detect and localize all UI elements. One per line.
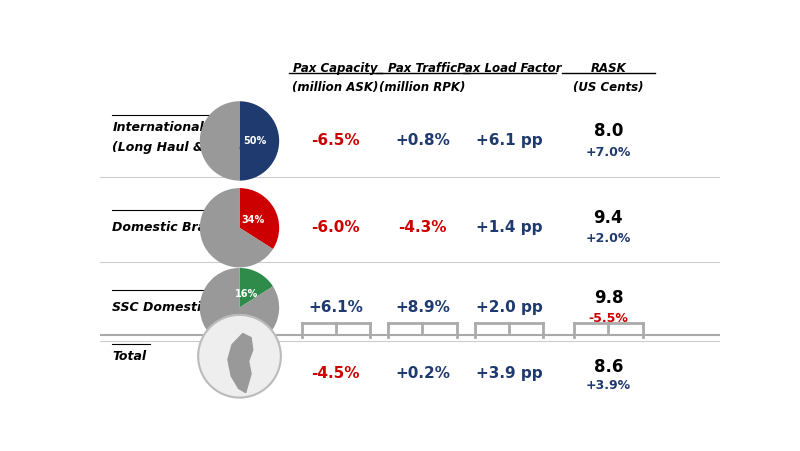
Text: Total: Total [112,350,146,363]
Text: +1.4 pp: +1.4 pp [476,220,542,235]
Text: RASK: RASK [590,62,626,75]
Text: +3.9%: +3.9% [586,379,631,392]
Text: +6.1%: +6.1% [308,300,363,315]
Text: SSC Domestic: SSC Domestic [112,301,209,314]
Wedge shape [239,188,279,249]
Text: 16%: 16% [235,290,258,299]
Text: -6.5%: -6.5% [311,133,360,148]
Text: -4.5%: -4.5% [311,366,360,381]
Wedge shape [200,268,279,347]
Text: -6.0%: -6.0% [311,220,360,235]
Text: Domestic Brazil: Domestic Brazil [112,221,222,234]
Text: 34%: 34% [241,216,264,226]
Text: +2.0 pp: +2.0 pp [476,300,542,315]
Text: 8.6: 8.6 [594,358,623,376]
Text: -5.5%: -5.5% [589,312,628,325]
Text: +8.9%: +8.9% [395,300,450,315]
Text: (million ASK): (million ASK) [293,81,378,94]
Text: +3.9 pp: +3.9 pp [476,366,542,381]
Text: 9.4: 9.4 [594,209,623,227]
Wedge shape [200,188,273,267]
Text: +0.8%: +0.8% [395,133,450,148]
Text: 50%: 50% [243,136,266,146]
Text: -4.3%: -4.3% [398,220,446,235]
Text: 8.0: 8.0 [594,122,623,140]
Text: Pax Capacity: Pax Capacity [294,62,378,75]
Text: International: International [112,120,204,133]
Wedge shape [239,101,279,180]
Text: +0.2%: +0.2% [395,366,450,381]
Wedge shape [200,101,239,180]
Text: Pax Traffic: Pax Traffic [388,62,457,75]
Text: +7.0%: +7.0% [586,146,631,159]
Text: (million RPK): (million RPK) [379,81,466,94]
Text: (Long Haul & Regional): (Long Haul & Regional) [112,141,275,154]
Text: +2.0%: +2.0% [586,232,631,245]
Polygon shape [228,333,253,393]
Text: 9.8: 9.8 [594,289,623,307]
Wedge shape [239,268,273,308]
Text: (US Cents): (US Cents) [573,81,644,94]
Text: +6.1 pp: +6.1 pp [476,133,542,148]
Circle shape [198,315,281,398]
Text: Pax Load Factor: Pax Load Factor [457,62,562,75]
